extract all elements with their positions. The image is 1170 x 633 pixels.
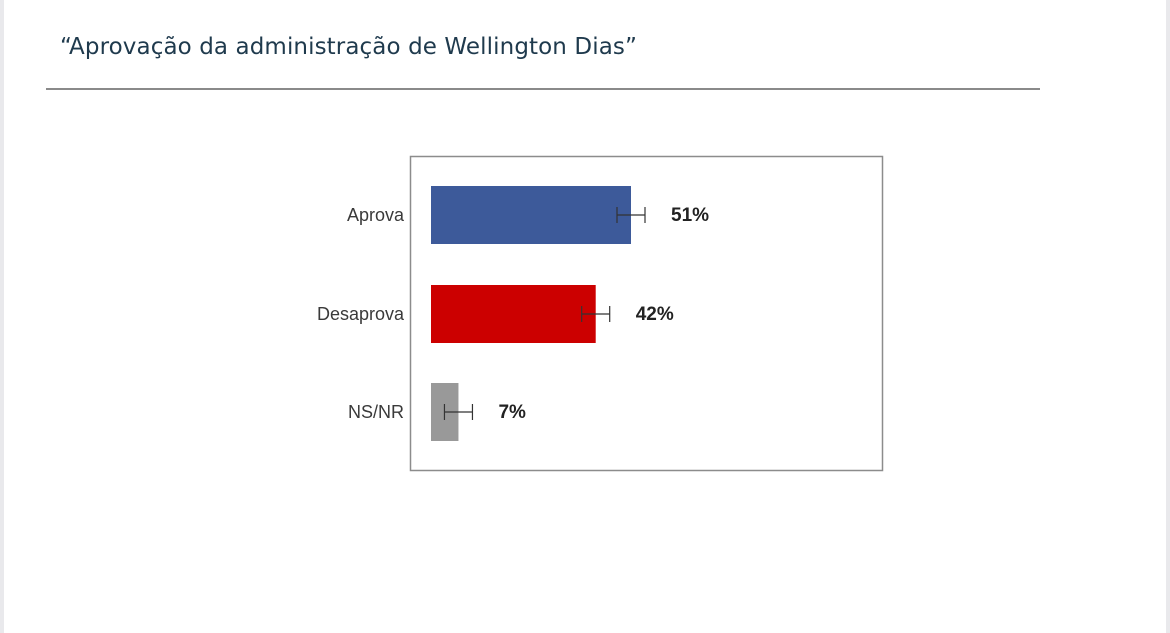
category-label-ns-nr: NS/NR <box>348 402 404 422</box>
category-label-desaprova: Desaprova <box>317 304 405 324</box>
category-label-aprova: Aprova <box>347 205 405 225</box>
data-label-ns-nr: 7% <box>498 402 526 423</box>
bar-desaprova <box>431 285 596 343</box>
title-divider <box>46 88 1040 90</box>
data-label-aprova: 51% <box>671 205 709 226</box>
data-label-desaprova: 42% <box>636 304 674 325</box>
bar-aprova <box>431 186 631 244</box>
slide-title: “Aprovação da administração de Wellingto… <box>60 34 637 60</box>
